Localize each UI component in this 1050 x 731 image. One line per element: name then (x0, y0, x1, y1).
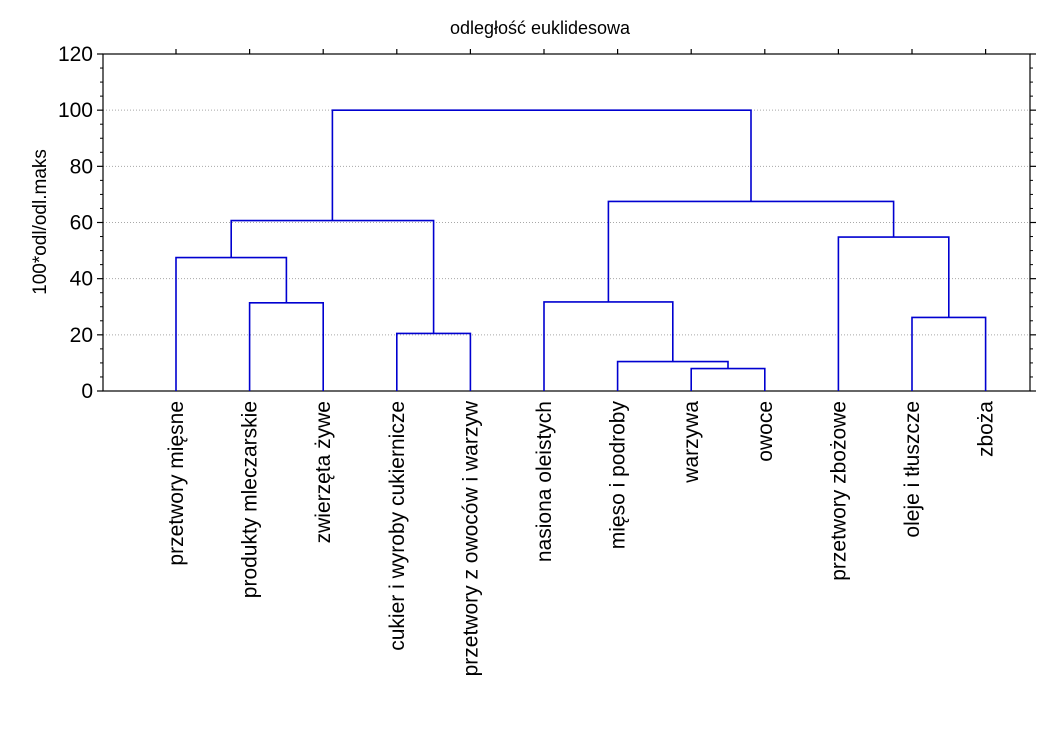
y-axis-label: 100*odl/odl.maks (30, 149, 51, 295)
dendrogram-link (616, 360, 729, 391)
leaf-label: owoce (754, 401, 777, 462)
leaf-label: nasiona oleistych (533, 401, 556, 562)
dendrogram-link (690, 367, 766, 391)
plot-border (102, 53, 1031, 392)
dendrogram-link (395, 332, 472, 391)
dendrogram-link (543, 301, 674, 391)
plot-frame (102, 53, 1031, 392)
leaf-label: mięso i podroby (607, 401, 630, 550)
leaf-label: przetwory mięsne (165, 401, 188, 566)
dendrogram-link (175, 256, 288, 391)
y-tick-label: 20 (70, 324, 93, 347)
dendrogram-link (230, 219, 435, 334)
dendrogram-link (248, 302, 325, 391)
leaf-label: oleje i tłuszcze (901, 401, 924, 538)
leaf-label: cukier i wyroby cukiernicze (386, 401, 409, 651)
leaf-label: zwierzęta żywe (312, 401, 335, 543)
leaf-label: przetwory zbożowe (827, 401, 850, 581)
chart-title: odległość euklidesowa (450, 18, 631, 38)
leaf-label: przetwory z owoców i warzyw (459, 400, 482, 676)
dendrogram-link (331, 109, 752, 221)
dendrogram-link (837, 236, 950, 391)
y-tick-label: 120 (58, 43, 93, 66)
y-axis-ticks: 0 20 40 60 80 100 120 (58, 43, 1036, 403)
leaf-label: warzywa (680, 401, 703, 484)
dendrogram-link (607, 200, 895, 302)
y-tick-label: 40 (70, 268, 93, 291)
y-tick-label: 80 (70, 155, 93, 178)
y-tick-label: 60 (70, 212, 93, 235)
leaf-label: produkty mleczarskie (239, 401, 262, 598)
y-tick-label: 100 (58, 99, 93, 122)
leaf-label: zboża (975, 401, 998, 457)
gridlines (103, 109, 1030, 336)
dendrogram-links (175, 109, 987, 391)
y-tick-label: 0 (81, 380, 93, 403)
dendrogram-link (911, 316, 987, 391)
leaf-labels: przetwory mięsne produkty mleczarskie zwie… (165, 400, 998, 676)
